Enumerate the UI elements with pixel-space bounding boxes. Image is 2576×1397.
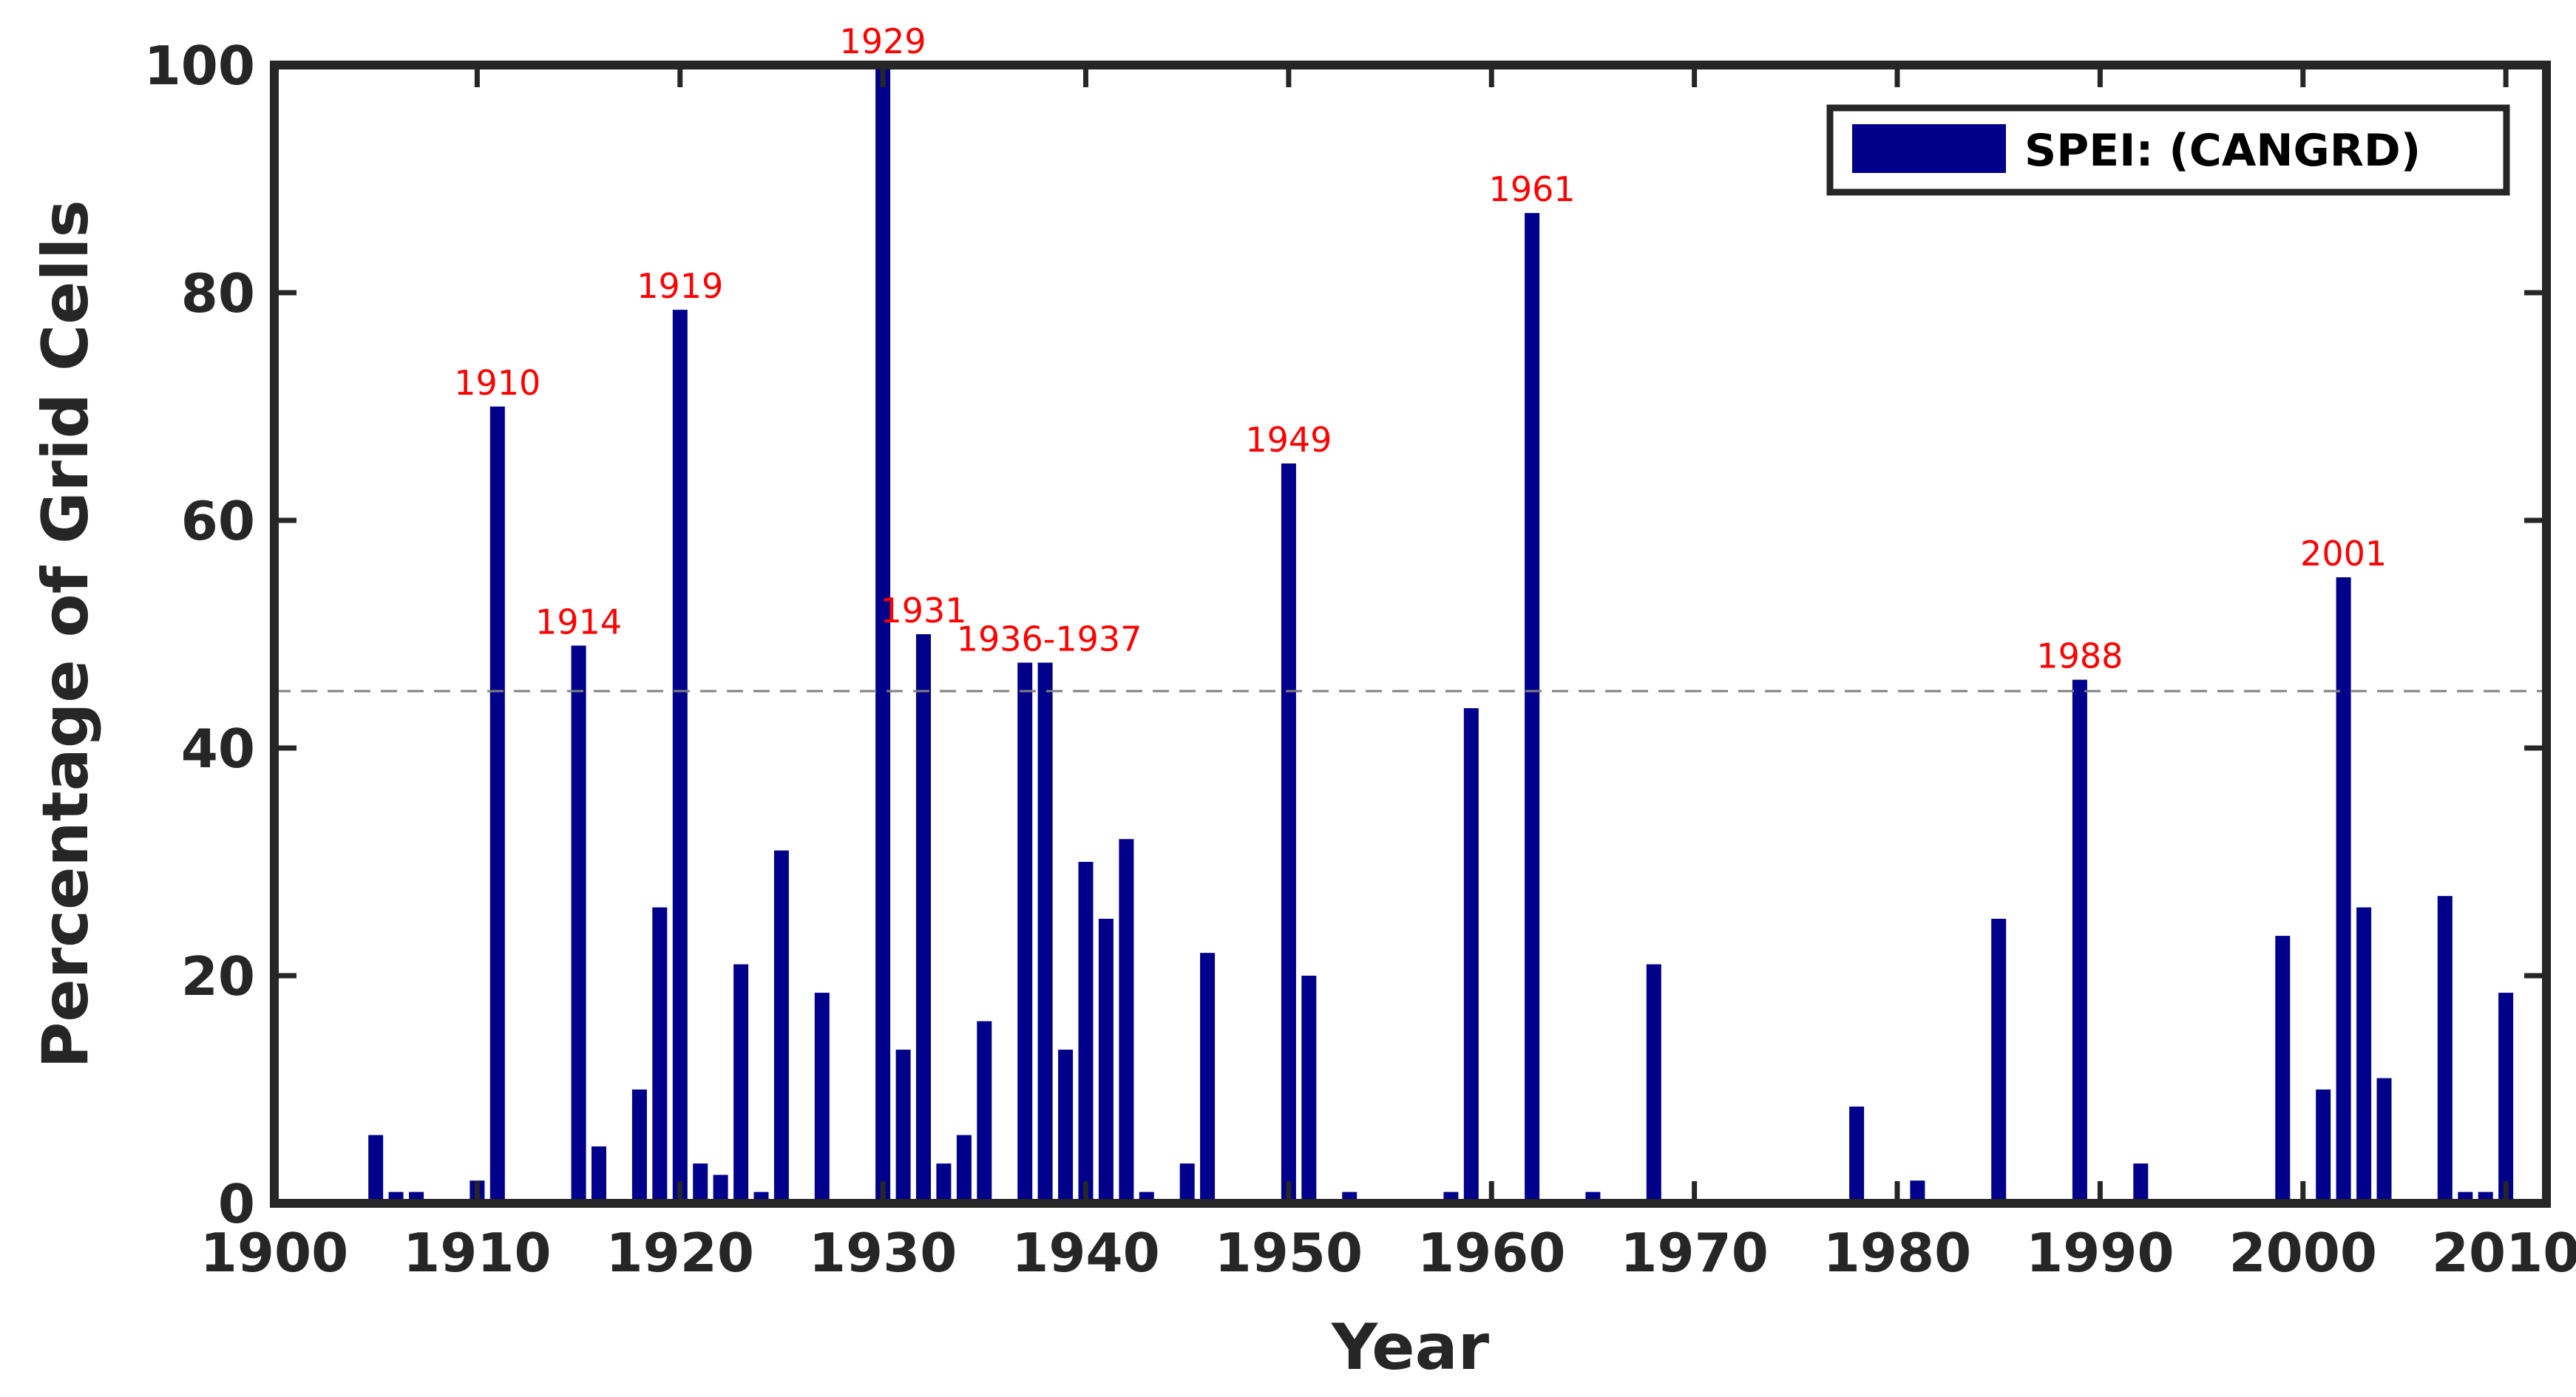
bar-1939 — [1058, 1050, 1074, 1203]
bar-1978 — [1849, 1107, 1865, 1203]
bar-1946 — [1200, 953, 1216, 1203]
annotation-1936-1937: 1936-1937 — [957, 619, 1142, 659]
bar-1934 — [956, 1135, 972, 1203]
bar-1935 — [977, 1021, 992, 1203]
bar-2007 — [2437, 896, 2453, 1203]
bar-1931 — [895, 1050, 911, 1203]
bar-1981 — [1910, 1180, 1925, 1203]
ticks-layer — [271, 62, 2546, 1206]
bar-1916 — [592, 1146, 606, 1203]
bar-2003 — [2356, 907, 2372, 1203]
annotation-1961: 1961 — [1489, 169, 1576, 209]
y-tick-label-0: 0 — [218, 1173, 255, 1235]
x-tick-label-1900: 1900 — [200, 1222, 348, 1284]
bar-1920 — [672, 310, 688, 1204]
bar-1968 — [1646, 964, 1661, 1203]
bars-layer — [368, 65, 2514, 1204]
bar-2004 — [2376, 1078, 2392, 1203]
annotation-1949: 1949 — [1245, 420, 1332, 460]
bar-1962 — [1525, 213, 1540, 1204]
legend: SPEI: (CANGRD) — [1826, 104, 2510, 196]
annotation-1929: 1929 — [840, 21, 926, 61]
bar-1989 — [2072, 679, 2087, 1203]
x-tick-label-1940: 1940 — [1011, 1222, 1159, 1284]
x-tick-label-1960: 1960 — [1417, 1222, 1565, 1284]
x-axis-title: Year — [1331, 1311, 1490, 1384]
bar-1919 — [652, 907, 668, 1203]
y-tick-label-20: 20 — [181, 945, 255, 1007]
bar-1938 — [1037, 662, 1053, 1203]
annotation-2001: 2001 — [2300, 534, 2387, 574]
tick-labels-layer: 1900 1910 1920 1930 1940 1950 1960 1970 1980 1990… — [144, 35, 2576, 1284]
bar-2010 — [2498, 993, 2514, 1203]
bar-1925 — [773, 850, 789, 1203]
bar-2002 — [2336, 577, 2351, 1203]
x-tick-label-1930: 1930 — [809, 1222, 957, 1284]
bar-1930 — [875, 65, 891, 1203]
bar-1940 — [1078, 862, 1094, 1203]
y-tick-label-100: 100 — [144, 35, 255, 97]
annotation-1919: 1919 — [637, 266, 723, 306]
x-tick-label-1950: 1950 — [1215, 1222, 1363, 1284]
bar-1933 — [936, 1163, 952, 1203]
y-tick-label-80: 80 — [181, 262, 255, 324]
x-tick-label-1990: 1990 — [2026, 1222, 2174, 1284]
y-tick-label-60: 60 — [181, 490, 255, 552]
bar-1985 — [1991, 919, 2007, 1203]
annotation-1931: 1931 — [880, 591, 966, 630]
bar-1941 — [1098, 919, 1114, 1203]
x-tick-label-1970: 1970 — [1620, 1222, 1768, 1284]
annotation-1910: 1910 — [454, 363, 540, 403]
bar-1923 — [733, 964, 749, 1203]
bar-1945 — [1179, 1163, 1195, 1203]
legend-swatch — [1852, 124, 2006, 173]
bar-1922 — [713, 1175, 728, 1203]
y-axis-title: Percentage of Grid Cells — [29, 200, 103, 1068]
bar-1950 — [1281, 463, 1296, 1203]
bar-1905 — [368, 1135, 384, 1203]
legend-label: SPEI: (CANGRD) — [2024, 125, 2421, 177]
bar-1911 — [489, 407, 505, 1203]
x-tick-label-2000: 2000 — [2229, 1222, 2377, 1284]
bar-1921 — [693, 1163, 708, 1203]
bar-1937 — [1017, 662, 1033, 1203]
bar-1999 — [2275, 936, 2291, 1203]
bar-1918 — [631, 1090, 647, 1203]
x-tick-label-1910: 1910 — [403, 1222, 551, 1284]
bar-1915 — [571, 645, 586, 1203]
bar-1927 — [814, 993, 830, 1203]
bar-1942 — [1119, 839, 1134, 1203]
bar-1932 — [916, 634, 931, 1203]
annotation-1914: 1914 — [535, 602, 622, 642]
bar-1959 — [1463, 708, 1479, 1203]
plot-frame — [270, 61, 2551, 1208]
x-tick-label-2010: 2010 — [2432, 1222, 2576, 1284]
bar-2001 — [2316, 1090, 2331, 1203]
annotation-1988: 1988 — [2036, 636, 2123, 676]
bar-1951 — [1301, 976, 1317, 1203]
bar-1992 — [2133, 1163, 2149, 1203]
y-tick-label-40: 40 — [181, 718, 255, 780]
x-tick-label-1980: 1980 — [1823, 1222, 1971, 1284]
x-tick-label-1920: 1920 — [606, 1222, 754, 1284]
